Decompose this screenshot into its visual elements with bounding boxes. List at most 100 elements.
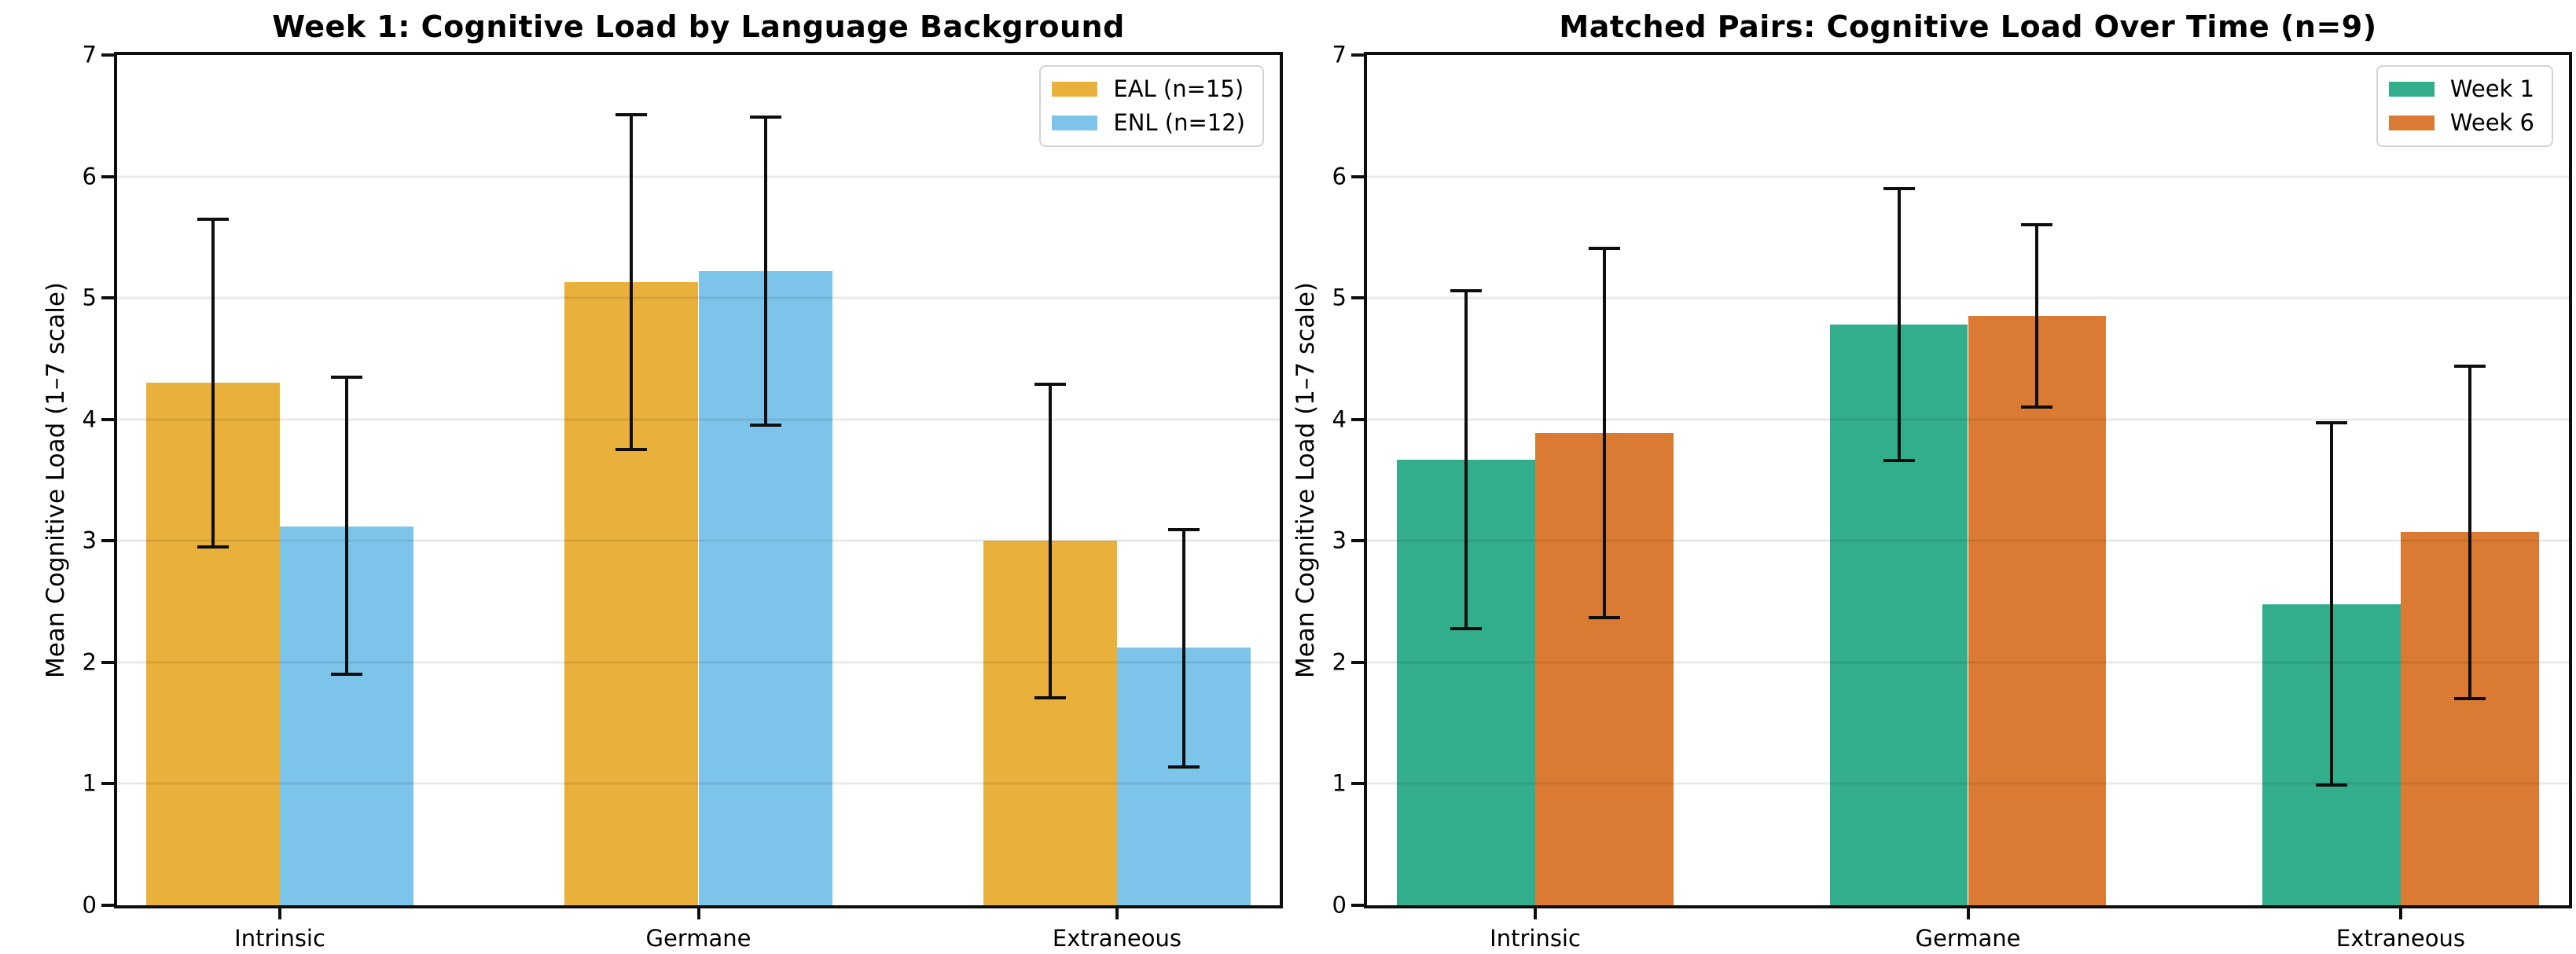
y-tick-label: 2 — [1332, 648, 1347, 676]
errorbar-cap-bottom-week-1-germane — [1883, 459, 1915, 463]
gridline — [117, 782, 1280, 785]
errorbar-eal-n-15-intrinsic — [211, 218, 215, 548]
y-tick-label: 2 — [82, 648, 97, 676]
errorbar-cap-bottom-week-6-germane — [2021, 405, 2053, 409]
gridline — [1367, 175, 2569, 178]
y-tick — [101, 174, 114, 178]
legend-label: Week 1 — [2449, 75, 2534, 102]
right-chart: Matched Pairs: Cognitive Load Over Time … — [1292, 9, 2572, 950]
errorbar-cap-top-eal-n-15-intrinsic — [197, 217, 230, 221]
gridline — [117, 296, 1280, 299]
chart-title: Week 1: Cognitive Load by Language Backg… — [272, 9, 1125, 44]
y-tick — [101, 417, 114, 421]
y-tick-label: 1 — [1332, 769, 1347, 797]
gridline — [1367, 418, 2569, 421]
legend-swatch — [1052, 116, 1098, 130]
gridline — [1367, 296, 2569, 299]
gridline — [1367, 661, 2569, 664]
x-tick-label: Extraneous — [2335, 925, 2465, 952]
x-tick-label: Intrinsic — [234, 925, 325, 952]
legend-swatch — [2388, 82, 2435, 97]
errorbar-cap-bottom-enl-n-12-germane — [749, 424, 781, 427]
y-tick-label: 4 — [82, 405, 97, 433]
errorbar-cap-bottom-week-1-extraneous — [2316, 783, 2348, 787]
errorbar-cap-top-week-6-extraneous — [2453, 364, 2486, 368]
y-tick — [101, 904, 114, 907]
y-tick — [1351, 296, 1364, 300]
y-tick-label: 6 — [82, 163, 97, 190]
errorbar-week-1-germane — [1897, 189, 1901, 461]
errorbar-week-1-extraneous — [2330, 423, 2334, 785]
legend: Week 1 Week 6 — [2376, 65, 2553, 147]
y-tick-label: 5 — [1332, 284, 1347, 311]
chart-title: Matched Pairs: Cognitive Load Over Time … — [1559, 9, 2377, 44]
errorbar-cap-top-week-1-extraneous — [2316, 421, 2348, 425]
gridline — [117, 418, 1280, 421]
errorbar-cap-top-enl-n-12-intrinsic — [331, 375, 363, 379]
x-tick-label: Germane — [1915, 925, 2021, 952]
legend-item: EAL (n=15) — [1052, 78, 1245, 101]
x-tick-label: Extraneous — [1052, 925, 1181, 952]
errorbar-eal-n-15-extraneous — [1048, 383, 1052, 698]
y-tick — [1351, 53, 1364, 57]
x-tick — [696, 908, 700, 919]
y-tick — [1351, 539, 1364, 543]
x-tick — [1534, 908, 1538, 919]
x-tick — [1966, 908, 1970, 919]
gridline — [1367, 782, 2569, 785]
errorbar-enl-n-12-intrinsic — [345, 376, 349, 675]
legend-label: EAL (n=15) — [1113, 75, 1244, 102]
errorbar-cap-bottom-enl-n-12-extraneous — [1167, 765, 1200, 769]
legend-item: ENL (n=12) — [1052, 112, 1245, 134]
y-tick — [101, 296, 114, 300]
x-tick-label: Intrinsic — [1490, 925, 1581, 952]
y-tick-label: 1 — [82, 769, 97, 797]
gridline — [1367, 539, 2569, 542]
y-tick — [1351, 417, 1364, 421]
errorbar-week-6-germane — [2035, 225, 2039, 408]
gridline — [117, 539, 1280, 542]
x-tick-label: Germane — [645, 925, 751, 952]
errorbar-cap-top-week-1-germane — [1883, 187, 1915, 191]
y-tick — [1351, 782, 1364, 786]
legend-swatch — [2388, 116, 2435, 130]
errorbar-cap-top-enl-n-12-extraneous — [1167, 528, 1200, 532]
y-tick — [101, 660, 114, 664]
plot-area — [117, 55, 1280, 905]
errorbar-week-1-intrinsic — [1464, 290, 1468, 629]
errorbar-cap-top-week-6-intrinsic — [1588, 246, 1620, 250]
y-tick-label: 6 — [1332, 163, 1347, 190]
bar-week-6-germane — [1968, 316, 2107, 905]
y-axis-label: Mean Cognitive Load (1–7 scale) — [42, 282, 70, 678]
x-tick — [278, 908, 282, 919]
legend-swatch — [1052, 82, 1098, 97]
errorbar-enl-n-12-germane — [763, 116, 767, 426]
errorbar-cap-bottom-eal-n-15-intrinsic — [197, 545, 230, 549]
y-tick-label: 0 — [82, 891, 97, 919]
left-chart: Week 1: Cognitive Load by Language Backg… — [42, 9, 1283, 950]
legend-item: Week 6 — [2388, 109, 2534, 136]
y-tick — [1351, 174, 1364, 178]
y-tick-label: 7 — [1332, 41, 1347, 68]
errorbar-cap-bottom-eal-n-15-extraneous — [1034, 695, 1066, 699]
plot-area — [1367, 55, 2569, 905]
y-tick — [1351, 904, 1364, 907]
y-tick — [101, 53, 114, 57]
y-tick-label: 7 — [82, 41, 97, 68]
y-tick-label: 5 — [82, 284, 97, 311]
legend-item: Week 1 — [2388, 75, 2534, 102]
y-tick — [1351, 660, 1364, 664]
errorbar-cap-top-eal-n-15-germane — [616, 112, 648, 116]
errorbar-cap-top-week-6-germane — [2021, 223, 2053, 227]
y-tick-label: 4 — [1332, 405, 1347, 433]
errorbar-cap-bottom-enl-n-12-intrinsic — [331, 673, 363, 677]
x-tick — [2398, 908, 2402, 919]
errorbar-cap-bottom-week-6-intrinsic — [1588, 615, 1620, 619]
errorbar-cap-top-eal-n-15-extraneous — [1034, 382, 1066, 386]
errorbar-week-6-extraneous — [2468, 365, 2471, 699]
gridline — [117, 661, 1280, 664]
errorbar-cap-top-week-1-intrinsic — [1450, 288, 1483, 292]
y-tick-label: 3 — [82, 527, 97, 554]
legend-label: Week 6 — [2449, 109, 2534, 136]
